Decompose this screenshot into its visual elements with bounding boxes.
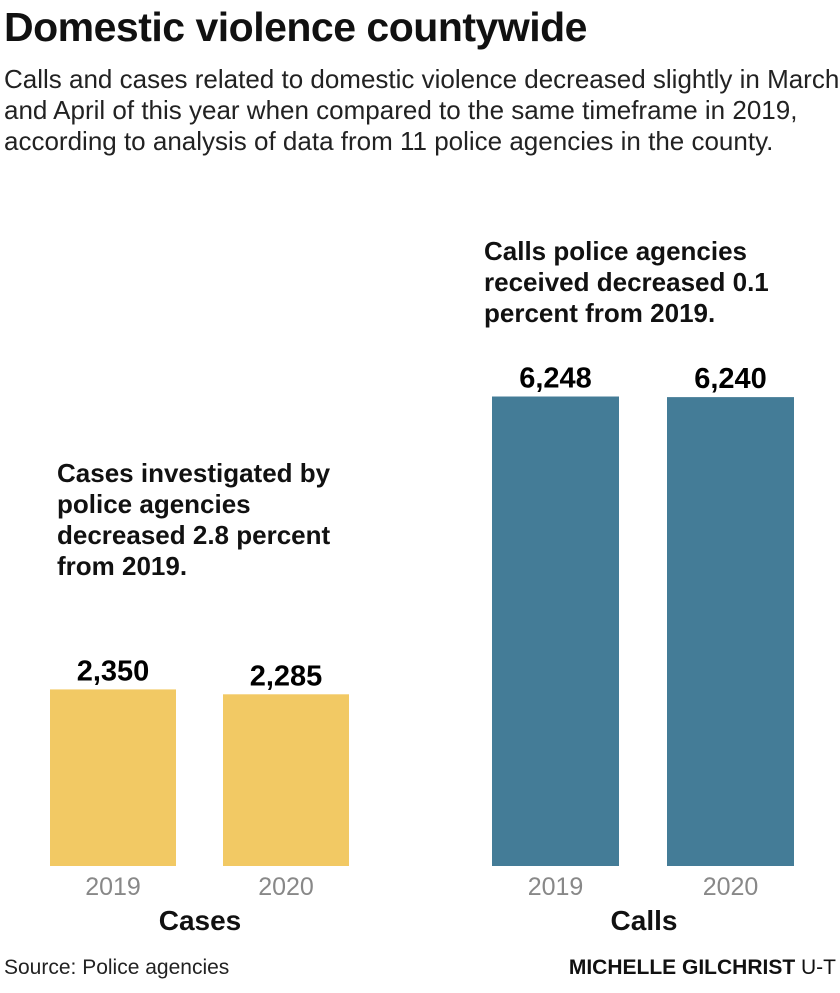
value-label: 2,285 [250,660,323,692]
bar-calls-2020 [667,397,794,866]
value-label: 2,350 [77,655,150,687]
bar-cases-2019 [50,689,176,866]
x-tick-label: 2020 [703,873,759,901]
x-tick-label: 2020 [258,873,314,901]
value-label: 6,248 [519,363,592,395]
x-axis-label: Calls [611,905,678,936]
cases-annotation: Cases investigated by police agencies de… [57,458,331,581]
credit: MICHELLE GILCHRIST U-T [569,956,836,980]
x-tick-label: 2019 [85,873,141,901]
credit-org: U-T [801,956,836,979]
source-note: Source: Police agencies [4,956,230,979]
calls-annotation: Calls police agencies received decreased… [484,236,769,328]
bar-cases-2020 [223,694,349,866]
x-tick-label: 2019 [528,873,584,901]
credit-name: MICHELLE GILCHRIST [568,956,796,979]
bar-calls-2019 [492,396,619,866]
chart-subtitle: Calls and cases related to domestic viol… [4,64,840,156]
chart-title: Domestic violence countywide [4,4,587,50]
value-label: 6,240 [694,363,767,395]
x-axis-label: Cases [159,905,242,936]
